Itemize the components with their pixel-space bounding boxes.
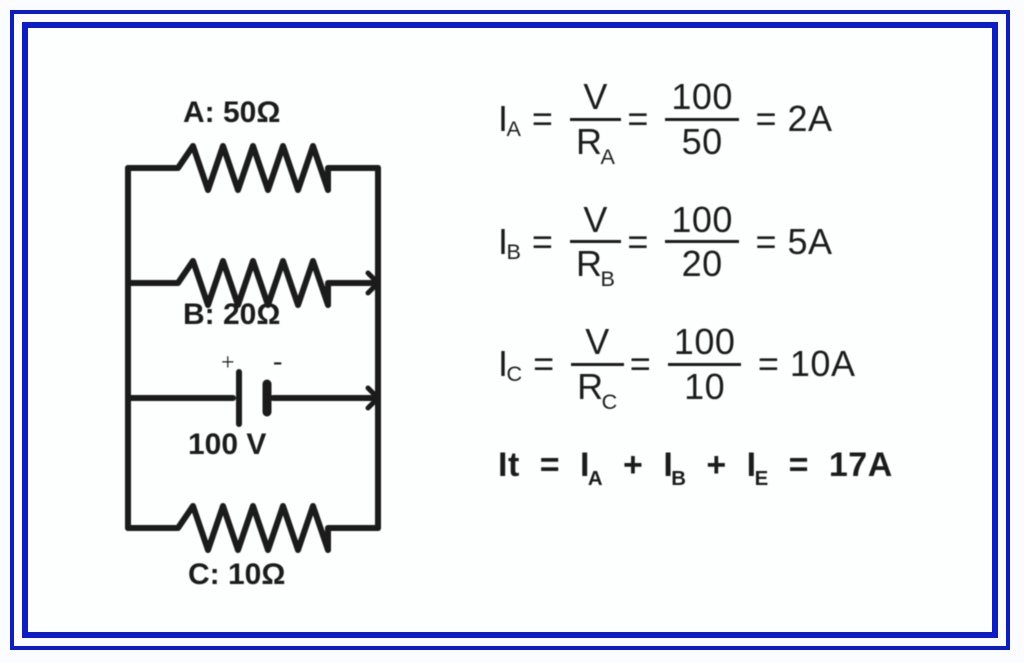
num-v: V xyxy=(579,323,616,361)
sub-b: B xyxy=(507,239,522,265)
equals-2: = xyxy=(630,343,662,385)
circuit-svg: +- xyxy=(88,88,408,628)
den-ra: RA xyxy=(570,123,621,161)
plus-1: + xyxy=(623,446,643,484)
num-v: V xyxy=(577,201,614,239)
num-100: 100 xyxy=(665,201,739,239)
outer-frame: +- A: 50Ω B: 20Ω 100 V C: 10Ω IA = V RA … xyxy=(10,10,1010,650)
frac-v-rc: V RC xyxy=(571,323,624,406)
equals-1: = xyxy=(521,98,564,140)
label-resistor-b: B: 20Ω xyxy=(183,298,280,332)
equations-block: IA = V RA = 100 50 = 2A xyxy=(498,78,998,485)
den-r-sym: R xyxy=(576,121,603,162)
den-r-sub: C xyxy=(602,389,618,414)
den-r-sub: A xyxy=(600,144,615,169)
sub-e: E xyxy=(755,468,769,490)
content-area: +- A: 50Ω B: 20Ω 100 V C: 10Ω IA = V RA … xyxy=(28,28,992,632)
den-rc: RC xyxy=(571,368,624,406)
equation-total: It = IA + IB + IE = 17A xyxy=(498,446,998,485)
svg-text:+: + xyxy=(221,350,235,376)
circuit-diagram: +- A: 50Ω B: 20Ω 100 V C: 10Ω xyxy=(88,88,408,628)
frac-100-50: 100 50 xyxy=(665,78,739,161)
frac-v-rb: V RB xyxy=(570,201,621,284)
sub-a: A xyxy=(588,468,603,490)
label-voltage-source: 100 V xyxy=(188,428,266,462)
den-r-sym: R xyxy=(576,243,603,284)
equals-2: = xyxy=(627,221,659,263)
result-ib: 5A xyxy=(788,221,833,263)
num-100: 100 xyxy=(668,323,742,361)
label-resistor-a: A: 50Ω xyxy=(183,96,280,130)
den-rb: RB xyxy=(570,245,621,283)
result-ia: 2A xyxy=(788,98,833,140)
equals-1: = xyxy=(521,221,564,263)
equals-3: = xyxy=(745,98,788,140)
num-100: 100 xyxy=(665,78,739,116)
den-r-sym: R xyxy=(577,366,604,407)
frac-100-20: 100 20 xyxy=(665,201,739,284)
equals-3: = xyxy=(745,221,788,263)
equation-ib: IB = V RB = 100 20 = 5A xyxy=(498,201,998,284)
plus-2: + xyxy=(706,446,726,484)
den-50: 50 xyxy=(676,123,729,161)
den-20: 20 xyxy=(676,245,729,283)
equals-1: = xyxy=(523,343,566,385)
equals: = xyxy=(540,446,560,484)
den-10: 10 xyxy=(678,368,731,406)
label-resistor-c: C: 10Ω xyxy=(188,558,285,592)
sub-a: A xyxy=(507,116,522,142)
sub-c: C xyxy=(507,361,523,387)
num-v: V xyxy=(577,78,614,116)
equals-3: = xyxy=(747,343,790,385)
frac-100-10: 100 10 xyxy=(668,323,742,406)
equation-ia: IA = V RA = 100 50 = 2A xyxy=(498,78,998,161)
result-total: 17A xyxy=(829,446,893,484)
sub-b: B xyxy=(671,468,686,490)
den-r-sub: B xyxy=(600,266,615,291)
equals-2: = xyxy=(627,98,659,140)
lhs-it: It xyxy=(498,446,520,484)
inner-frame: +- A: 50Ω B: 20Ω 100 V C: 10Ω IA = V RA … xyxy=(22,22,998,638)
equation-ic: IC = V RC = 100 10 = 10A xyxy=(498,323,998,406)
frac-v-ra: V RA xyxy=(570,78,621,161)
result-ic: 10A xyxy=(790,343,856,385)
svg-text:-: - xyxy=(273,346,282,377)
